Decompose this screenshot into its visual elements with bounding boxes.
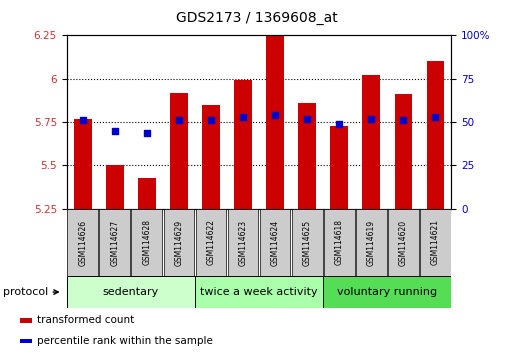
Text: GSM114628: GSM114628: [142, 219, 151, 266]
Bar: [234, 80, 252, 209]
Bar: [74, 119, 91, 209]
Bar: [202, 105, 220, 209]
Bar: [266, 30, 284, 209]
Bar: [427, 62, 444, 209]
Text: GDS2173 / 1369608_at: GDS2173 / 1369608_at: [175, 11, 338, 25]
Bar: [228, 209, 259, 276]
Bar: [106, 166, 124, 209]
Text: GSM114629: GSM114629: [174, 219, 184, 266]
Text: transformed count: transformed count: [37, 315, 134, 325]
Text: percentile rank within the sample: percentile rank within the sample: [37, 336, 213, 346]
Text: protocol: protocol: [3, 287, 48, 297]
Point: [335, 121, 343, 127]
Text: GSM114627: GSM114627: [110, 219, 120, 266]
Bar: [20, 339, 32, 343]
Text: voluntary running: voluntary running: [337, 287, 438, 297]
Bar: [394, 95, 412, 209]
Text: GSM114624: GSM114624: [270, 219, 280, 266]
Bar: [330, 126, 348, 209]
Bar: [195, 276, 323, 308]
Point: [399, 118, 407, 123]
Bar: [356, 209, 387, 276]
Text: GSM114623: GSM114623: [239, 219, 248, 266]
Bar: [324, 209, 354, 276]
Bar: [67, 276, 195, 308]
Bar: [170, 93, 188, 209]
Bar: [260, 209, 290, 276]
Text: GSM114619: GSM114619: [367, 219, 376, 266]
Point: [271, 112, 279, 118]
Bar: [323, 276, 451, 308]
Bar: [420, 209, 451, 276]
Point: [78, 118, 87, 123]
Bar: [20, 318, 32, 323]
Text: twice a week activity: twice a week activity: [200, 287, 318, 297]
Bar: [164, 209, 194, 276]
Point: [367, 116, 376, 121]
Bar: [131, 209, 162, 276]
Bar: [100, 209, 130, 276]
Text: GSM114622: GSM114622: [206, 219, 215, 266]
Point: [207, 118, 215, 123]
Text: GSM114626: GSM114626: [78, 219, 87, 266]
Point: [111, 128, 119, 133]
Text: GSM114620: GSM114620: [399, 219, 408, 266]
Point: [143, 130, 151, 135]
Bar: [138, 178, 155, 209]
Bar: [363, 75, 380, 209]
Bar: [195, 209, 226, 276]
Point: [431, 114, 440, 120]
Text: GSM114618: GSM114618: [334, 219, 344, 266]
Text: GSM114625: GSM114625: [303, 219, 312, 266]
Point: [239, 114, 247, 120]
Bar: [292, 209, 323, 276]
Point: [175, 118, 183, 123]
Point: [303, 116, 311, 121]
Text: GSM114621: GSM114621: [431, 219, 440, 266]
Bar: [299, 103, 316, 209]
Text: sedentary: sedentary: [103, 287, 159, 297]
Bar: [388, 209, 419, 276]
Bar: [67, 209, 98, 276]
